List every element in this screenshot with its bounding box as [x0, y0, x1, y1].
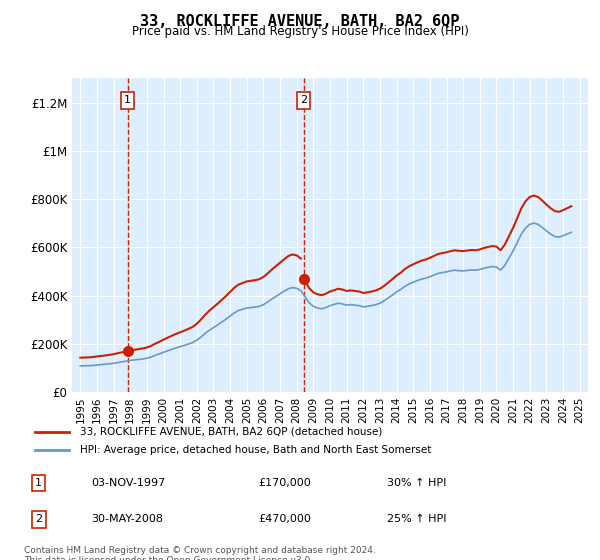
- Text: 1: 1: [35, 478, 42, 488]
- Text: 03-NOV-1997: 03-NOV-1997: [91, 478, 165, 488]
- Text: 25% ↑ HPI: 25% ↑ HPI: [387, 515, 446, 524]
- Text: 30% ↑ HPI: 30% ↑ HPI: [387, 478, 446, 488]
- Text: 2: 2: [300, 95, 307, 105]
- Text: Price paid vs. HM Land Registry's House Price Index (HPI): Price paid vs. HM Land Registry's House …: [131, 25, 469, 38]
- Text: 2: 2: [35, 515, 42, 524]
- Text: Contains HM Land Registry data © Crown copyright and database right 2024.
This d: Contains HM Land Registry data © Crown c…: [24, 546, 376, 560]
- Text: 1: 1: [124, 95, 131, 105]
- Text: 33, ROCKLIFFE AVENUE, BATH, BA2 6QP (detached house): 33, ROCKLIFFE AVENUE, BATH, BA2 6QP (det…: [80, 427, 382, 437]
- Text: 30-MAY-2008: 30-MAY-2008: [91, 515, 163, 524]
- Text: HPI: Average price, detached house, Bath and North East Somerset: HPI: Average price, detached house, Bath…: [80, 445, 431, 455]
- Text: £170,000: £170,000: [259, 478, 311, 488]
- Text: £470,000: £470,000: [259, 515, 311, 524]
- Text: 33, ROCKLIFFE AVENUE, BATH, BA2 6QP: 33, ROCKLIFFE AVENUE, BATH, BA2 6QP: [140, 14, 460, 29]
